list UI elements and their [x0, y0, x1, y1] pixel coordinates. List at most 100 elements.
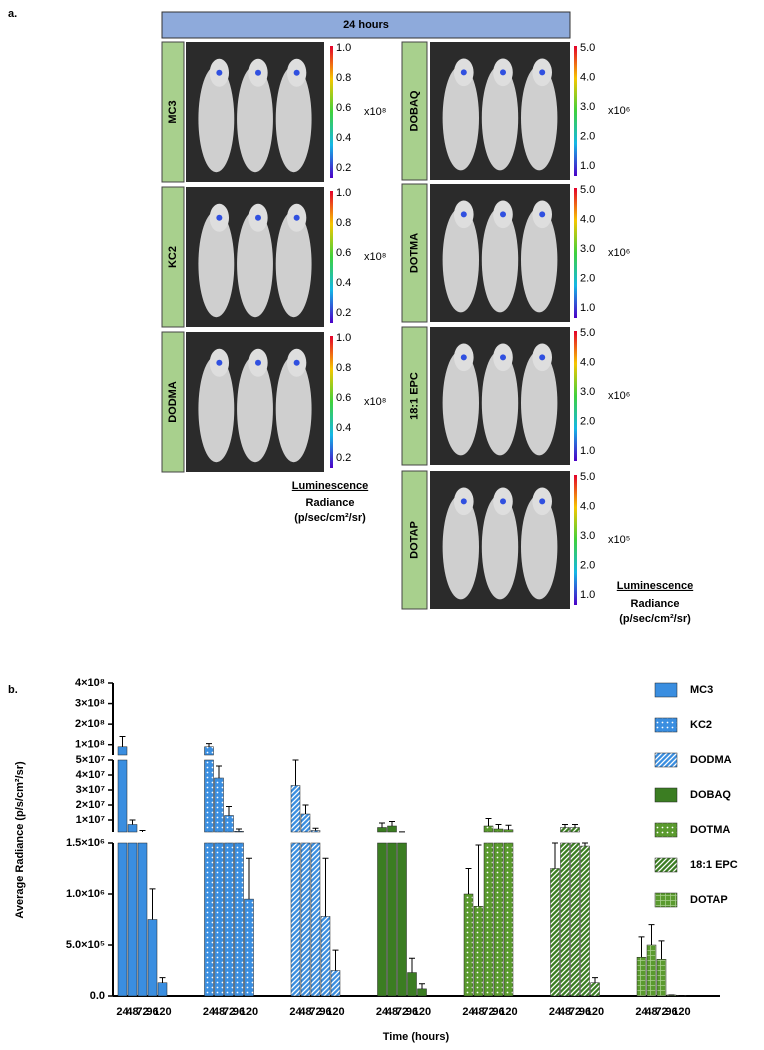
legend-label: DOTMA	[690, 824, 730, 836]
mouse	[442, 207, 479, 313]
legend-label: DOBAQ	[690, 789, 731, 801]
error-bar	[638, 936, 645, 958]
x-tick-label: 24	[462, 1006, 475, 1018]
bar	[214, 777, 224, 833]
error-bar	[149, 888, 156, 920]
error-bar	[236, 828, 242, 832]
error-bar	[216, 765, 222, 778]
label-box	[401, 326, 428, 466]
bar	[377, 827, 387, 833]
x-tick-label: 96	[233, 1006, 245, 1018]
error-bar	[495, 824, 502, 829]
scale-tick: 4.0	[580, 500, 595, 512]
scale-tick: 0.4	[336, 422, 351, 434]
legend-line: (p/sec/cm²/sr)	[619, 613, 691, 625]
mouse	[481, 494, 519, 600]
color-bar	[330, 191, 333, 323]
x-tick-label: 96	[146, 1006, 158, 1018]
label-box	[161, 41, 185, 183]
scale-multiplier: x10⁶	[608, 247, 630, 259]
x-tick-label: 24	[549, 1006, 562, 1018]
legend-title: Luminescence	[292, 480, 368, 492]
mouse	[198, 65, 235, 173]
bar	[590, 982, 600, 997]
bar	[473, 905, 484, 997]
header: 24 hours	[343, 19, 389, 31]
scale-tick: 0.8	[336, 362, 351, 374]
y-tick-label: 4×10⁸	[75, 677, 105, 689]
error-bar	[592, 977, 598, 983]
bar	[560, 842, 570, 997]
signal-spot	[500, 354, 506, 361]
signal-spot	[500, 69, 506, 76]
x-tick-label: 120	[326, 1006, 344, 1018]
bar	[387, 825, 397, 833]
label-box	[161, 331, 185, 473]
scale-tick: 4.0	[580, 213, 595, 225]
bar	[503, 829, 514, 833]
color-bar	[574, 188, 577, 318]
scale-tick: 1.0	[580, 445, 595, 457]
scale-tick: 4.0	[580, 356, 595, 368]
color-bar	[574, 331, 577, 461]
bar	[377, 842, 387, 997]
scale-tick: 0.4	[336, 277, 351, 289]
mouse	[237, 65, 273, 173]
legend-label: DOTAP	[690, 894, 728, 906]
scale-multiplier: x10⁸	[364, 106, 386, 118]
mouse	[237, 355, 273, 463]
bar	[550, 868, 560, 997]
scale-tick: 5.0	[580, 42, 595, 54]
bar	[310, 830, 321, 833]
x-tick-label: 24	[203, 1006, 216, 1018]
x-tick-label: 96	[665, 1006, 677, 1018]
legend-swatch	[654, 717, 678, 733]
signal-spot	[500, 211, 506, 218]
signal-spot	[539, 69, 546, 76]
y-tick-label: 2×10⁷	[76, 799, 106, 811]
mouse	[275, 210, 312, 318]
mouse	[442, 494, 479, 600]
scale-tick: 1.0	[336, 332, 351, 344]
scale-tick: 1.0	[580, 160, 595, 172]
scale-tick: 4.0	[580, 71, 595, 83]
scale-multiplier: x10⁸	[364, 251, 386, 263]
error-bar	[465, 868, 472, 894]
error-bar	[139, 830, 146, 832]
bar	[224, 842, 234, 997]
bar	[580, 845, 590, 997]
bar	[224, 815, 234, 833]
panel-name: DOBAQ	[408, 90, 420, 131]
scale-tick: 1.0	[336, 187, 351, 199]
bar	[560, 827, 570, 833]
mouse	[481, 207, 519, 313]
error-bar	[582, 842, 588, 847]
x-tick-label: 72	[136, 1006, 148, 1018]
scale-tick: 5.0	[580, 471, 595, 483]
error-bar	[658, 940, 665, 960]
scale-tick: 2.0	[580, 415, 595, 427]
bar	[204, 842, 214, 997]
color-bar	[574, 46, 577, 176]
error-bar	[292, 759, 299, 786]
x-tick-label: 48	[126, 1006, 138, 1018]
mouse	[275, 355, 312, 463]
bar	[646, 944, 657, 997]
legend-label: MC3	[690, 684, 713, 696]
scale-tick: 3.0	[580, 386, 595, 398]
bar	[137, 842, 148, 997]
error-bar	[302, 804, 309, 814]
x-tick-label: 24	[376, 1006, 389, 1018]
panel-name: DOTAP	[408, 521, 420, 559]
bar	[214, 842, 224, 997]
mouse	[521, 494, 558, 600]
panel-label: a.	[8, 8, 17, 20]
scale-multiplier: x10⁵	[608, 534, 630, 546]
scale-tick: 5.0	[580, 327, 595, 339]
error-bar	[419, 983, 425, 989]
y-tick-label: 2×10⁸	[75, 718, 105, 730]
error-bar	[322, 857, 329, 917]
y-tick-label: 0.0	[90, 990, 105, 1002]
x-tick-label: 96	[406, 1006, 418, 1018]
color-bar	[330, 46, 333, 178]
